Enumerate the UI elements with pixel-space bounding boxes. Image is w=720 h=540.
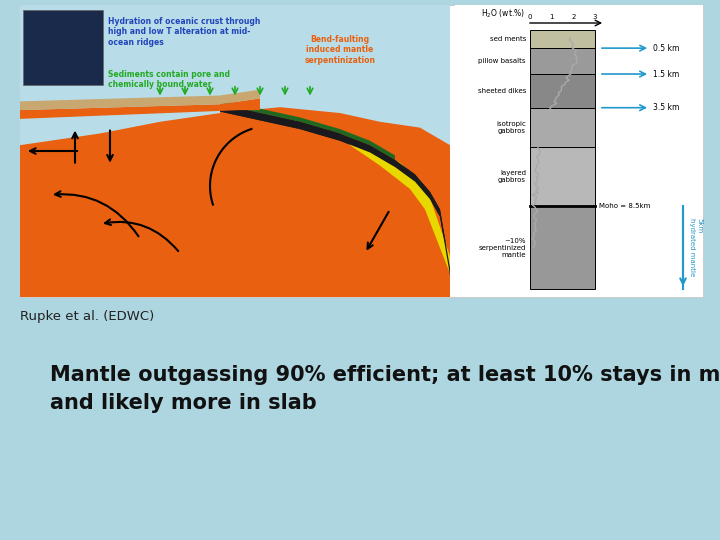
Text: 0.5 km: 0.5 km — [653, 44, 680, 52]
Text: Bend-faulting
induced mantle
serpentinization: Bend-faulting induced mantle serpentiniz… — [305, 35, 376, 65]
Polygon shape — [220, 100, 395, 160]
Polygon shape — [20, 98, 260, 119]
Text: 5km
hydrated mantle: 5km hydrated mantle — [689, 219, 702, 276]
Polygon shape — [220, 104, 450, 275]
Text: 1.5 km: 1.5 km — [653, 70, 679, 78]
Polygon shape — [220, 104, 450, 294]
Bar — [20, 5, 450, 297]
Text: sheeted dikes: sheeted dikes — [477, 88, 526, 94]
Bar — [530, 30, 595, 48]
Text: layered
gabbros: layered gabbros — [498, 170, 526, 183]
Bar — [23, 10, 103, 85]
Text: Rupke et al. (EDWC): Rupke et al. (EDWC) — [20, 310, 154, 323]
Bar — [530, 146, 595, 206]
Text: 3.5 km: 3.5 km — [653, 103, 680, 112]
Text: H$_2$O (wt.%): H$_2$O (wt.%) — [481, 8, 525, 20]
Text: 3: 3 — [593, 14, 598, 20]
Polygon shape — [20, 90, 260, 110]
Bar — [20, 5, 703, 297]
Text: 0: 0 — [528, 14, 532, 20]
Polygon shape — [20, 107, 450, 297]
Text: 2: 2 — [571, 14, 575, 20]
Text: ~10%
serpentinized
mantle: ~10% serpentinized mantle — [479, 238, 526, 258]
Polygon shape — [340, 133, 450, 274]
Text: Hydration of oceanic crust through
high and low T alteration at mid-
ocean ridge: Hydration of oceanic crust through high … — [108, 17, 261, 47]
Text: sed ments: sed ments — [490, 36, 526, 42]
Bar — [530, 107, 595, 146]
Bar — [530, 206, 595, 289]
Bar — [530, 48, 595, 74]
Text: Mantle outgassing 90% efficient; at least 10% stays in mantle,
and likely more i: Mantle outgassing 90% efficient; at leas… — [50, 365, 720, 413]
Bar — [530, 74, 595, 107]
Text: Sediments contain pore and
chemically bound water: Sediments contain pore and chemically bo… — [108, 70, 230, 90]
Bar — [20, 5, 450, 163]
Bar — [455, 5, 703, 297]
Text: pillow basalts: pillow basalts — [479, 58, 526, 64]
Text: 1: 1 — [549, 14, 554, 20]
Text: Moho = 8.5km: Moho = 8.5km — [599, 203, 650, 209]
Text: isotropic
gabbros: isotropic gabbros — [496, 120, 526, 133]
Polygon shape — [220, 104, 450, 275]
